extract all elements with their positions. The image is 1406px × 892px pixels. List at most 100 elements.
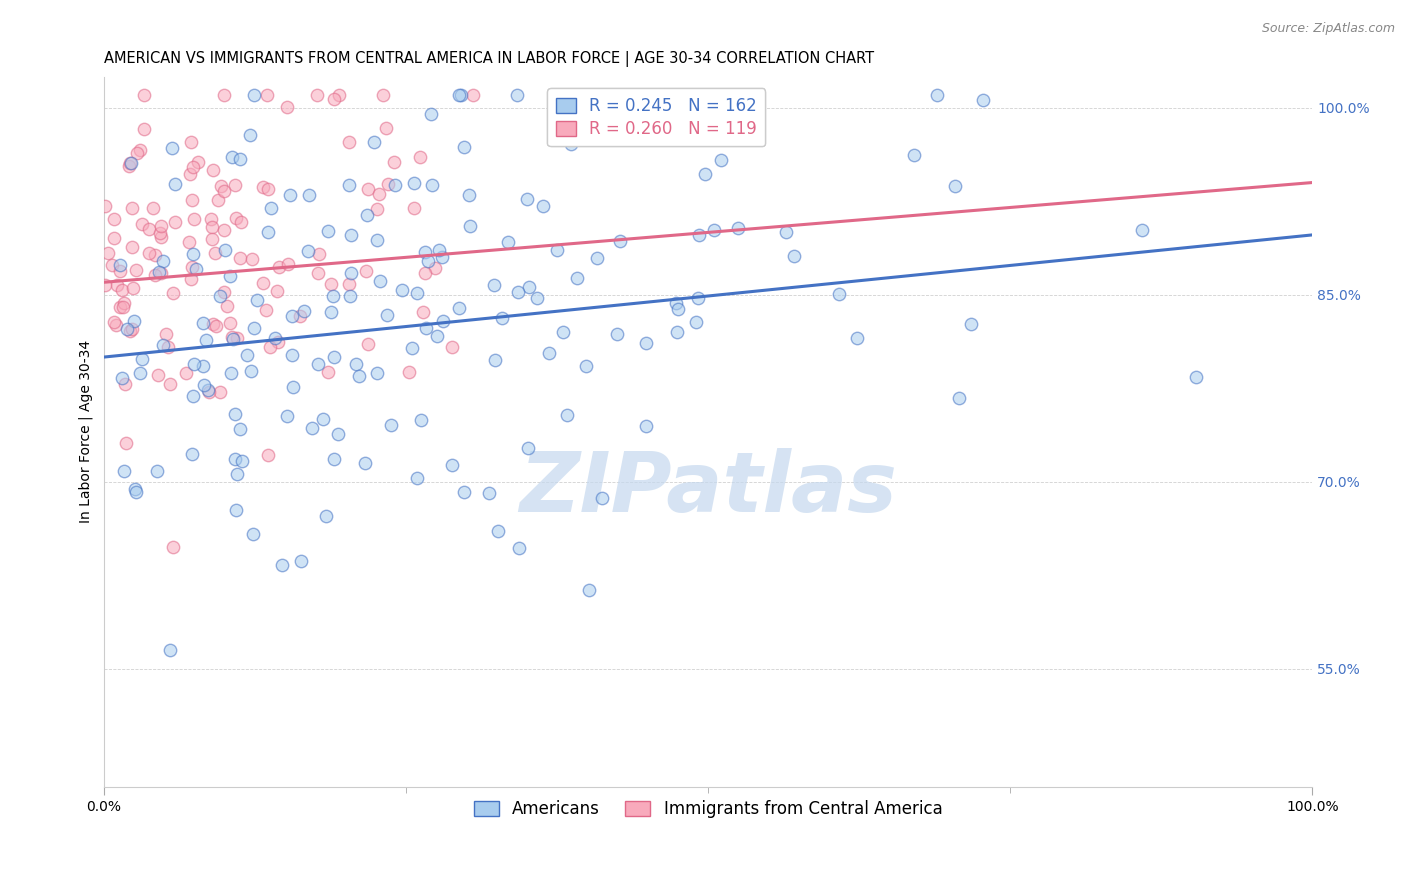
Point	[565, 271, 588, 285]
Point	[366, 234, 388, 248]
Point	[458, 219, 481, 233]
Point	[201, 163, 224, 178]
Point	[120, 324, 142, 338]
Point	[688, 228, 710, 243]
Point	[321, 277, 343, 291]
Point	[212, 222, 235, 236]
Y-axis label: In Labor Force | Age 30-34: In Labor Force | Age 30-34	[79, 341, 93, 524]
Point	[129, 366, 152, 380]
Point	[409, 150, 432, 164]
Point	[103, 211, 125, 226]
Point	[420, 107, 443, 121]
Point	[194, 333, 217, 347]
Point	[181, 160, 204, 174]
Point	[100, 258, 122, 272]
Text: AMERICAN VS IMMIGRANTS FROM CENTRAL AMERICA IN LABOR FORCE | AGE 30-34 CORRELATI: AMERICAN VS IMMIGRANTS FROM CENTRAL AMER…	[104, 51, 875, 67]
Point	[211, 178, 233, 193]
Point	[93, 278, 115, 293]
Point	[132, 122, 155, 136]
Point	[634, 336, 657, 351]
Point	[183, 357, 205, 371]
Point	[162, 285, 184, 300]
Point	[200, 211, 222, 226]
Point	[138, 246, 160, 260]
Point	[221, 150, 243, 164]
Point	[277, 257, 299, 271]
Point	[943, 178, 966, 193]
Point	[254, 303, 277, 318]
Point	[278, 188, 301, 202]
Point	[328, 88, 350, 103]
Point	[319, 305, 342, 319]
Point	[380, 417, 402, 432]
Point	[193, 316, 215, 330]
Point	[252, 180, 274, 194]
Point	[180, 260, 202, 274]
Point	[103, 315, 125, 329]
Point	[453, 484, 475, 499]
Point	[337, 178, 360, 193]
Point	[551, 325, 574, 339]
Point	[94, 199, 117, 213]
Point	[461, 88, 484, 103]
Point	[290, 554, 312, 568]
Point	[242, 526, 264, 541]
Point	[110, 264, 132, 278]
Point	[256, 182, 278, 196]
Point	[252, 276, 274, 290]
Point	[425, 260, 447, 275]
Point	[214, 88, 236, 103]
Point	[586, 252, 609, 266]
Point	[276, 409, 298, 423]
Point	[229, 152, 252, 166]
Point	[224, 407, 246, 421]
Point	[555, 408, 578, 422]
Point	[143, 247, 166, 261]
Point	[159, 643, 181, 657]
Point	[108, 258, 131, 272]
Point	[665, 325, 688, 339]
Point	[179, 235, 201, 249]
Point	[209, 289, 232, 303]
Point	[180, 193, 202, 207]
Point	[103, 230, 125, 244]
Point	[526, 291, 548, 305]
Point	[315, 509, 337, 524]
Point	[236, 348, 259, 362]
Point	[382, 155, 405, 169]
Point	[111, 283, 134, 297]
Point	[202, 318, 225, 332]
Point	[198, 385, 221, 400]
Point	[1185, 370, 1208, 384]
Point	[560, 137, 582, 152]
Point	[212, 184, 235, 198]
Point	[578, 582, 600, 597]
Point	[311, 411, 333, 425]
Point	[121, 322, 143, 336]
Point	[591, 491, 613, 505]
Point	[156, 340, 179, 354]
Point	[266, 334, 288, 349]
Point	[242, 88, 264, 103]
Point	[665, 296, 688, 310]
Point	[112, 300, 135, 314]
Point	[517, 279, 540, 293]
Point	[183, 247, 205, 261]
Point	[575, 359, 598, 374]
Point	[301, 420, 323, 434]
Point	[440, 340, 463, 354]
Point	[183, 389, 205, 403]
Point	[322, 289, 344, 303]
Point	[367, 187, 389, 202]
Point	[405, 470, 427, 484]
Point	[972, 93, 994, 107]
Point	[163, 215, 186, 229]
Point	[159, 377, 181, 392]
Point	[960, 317, 983, 331]
Point	[927, 88, 949, 103]
Point	[368, 273, 391, 287]
Point	[430, 250, 453, 264]
Point	[256, 88, 278, 103]
Point	[129, 143, 152, 157]
Point	[105, 318, 128, 332]
